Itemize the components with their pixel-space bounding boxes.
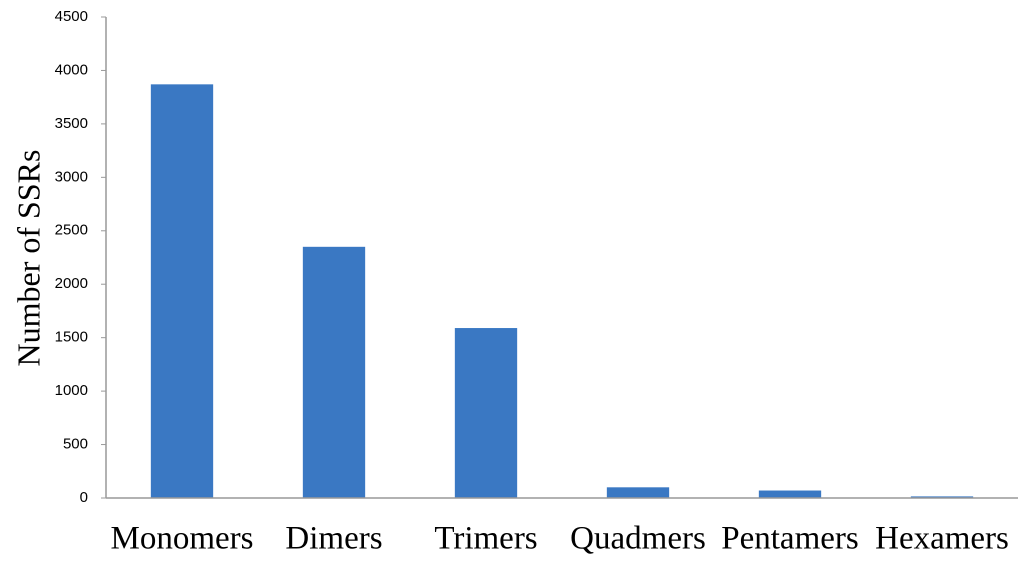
y-tick-label: 0 (80, 489, 88, 506)
x-tick-label: Dimers (285, 521, 382, 557)
x-tick-label: Monomers (111, 521, 254, 557)
bar (150, 84, 214, 498)
bar (606, 487, 670, 498)
y-tick-label: 1000 (55, 382, 88, 399)
y-tick-label: 2500 (55, 222, 88, 239)
x-tick-label: Quadmers (570, 521, 706, 557)
x-tick-label: Hexamers (875, 521, 1009, 557)
y-axis-label: Number of SSRs (10, 150, 46, 367)
bar (454, 328, 518, 498)
y-tick-label: 3000 (55, 168, 88, 185)
bar (758, 490, 822, 498)
y-tick-label: 4500 (55, 8, 88, 25)
y-tick-label: 4000 (55, 61, 88, 78)
bar (910, 496, 974, 498)
x-tick-label: Trimers (434, 521, 537, 557)
bar (302, 246, 366, 498)
y-tick-label: 2000 (55, 275, 88, 292)
x-tick-label: Pentamers (721, 521, 858, 557)
y-tick-label: 1500 (55, 329, 88, 346)
y-tick-label: 3500 (55, 115, 88, 132)
y-tick-label: 500 (63, 436, 88, 453)
